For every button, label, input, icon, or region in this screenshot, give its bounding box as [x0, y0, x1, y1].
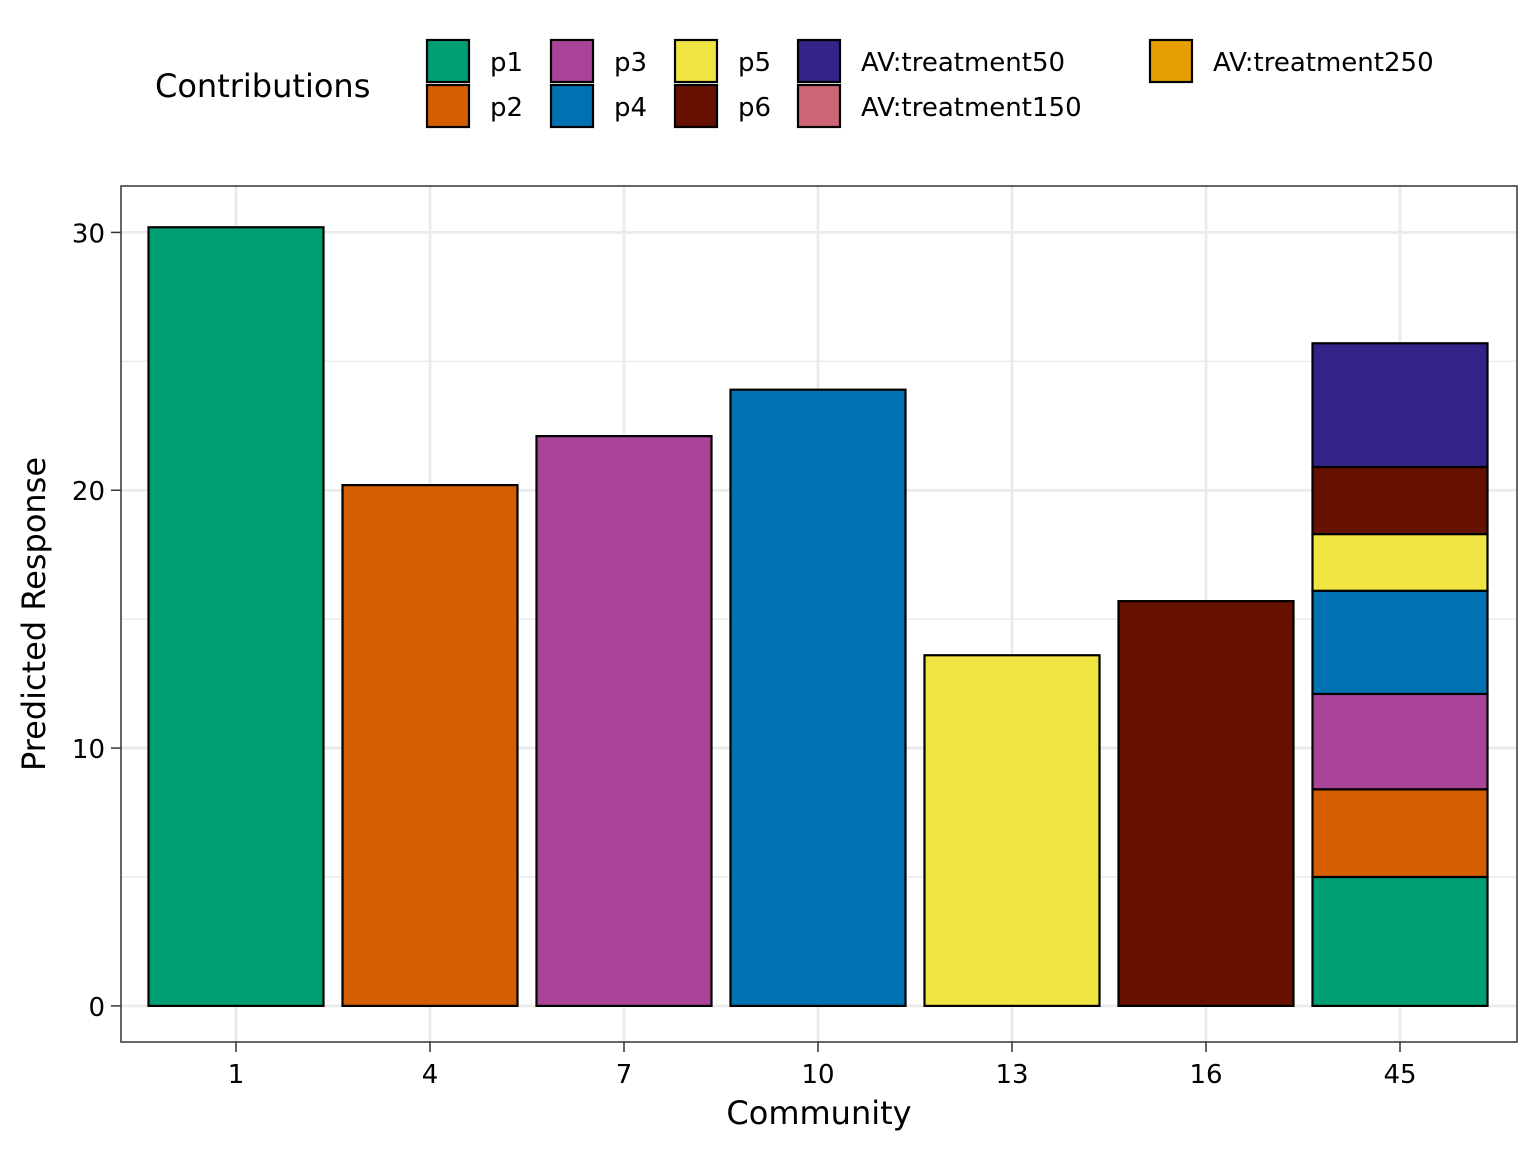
y-tick-label-0: 0: [88, 993, 105, 1023]
bar-16-p6: [1117, 600, 1295, 1008]
legend-key-p2: [425, 83, 471, 129]
legend-label-av-treatment250: AV:treatment250: [1213, 48, 1434, 78]
legend-key-p5: [673, 38, 719, 84]
bar-45-p3: [1311, 692, 1489, 791]
bar-7-p3: [535, 434, 713, 1008]
legend-label-p1: p1: [490, 48, 523, 78]
legend-label-p2: p2: [490, 93, 523, 123]
x-tick-label-5: 16: [1189, 1060, 1222, 1090]
bar-4-p2: [341, 483, 519, 1008]
legend-label-p5: p5: [738, 48, 771, 78]
x-axis: 1 4 7 10 13 16 45: [228, 1042, 1417, 1090]
bar-45-p6: [1311, 465, 1489, 536]
panel-border: [120, 185, 1518, 1043]
legend-key-av-treatment150: [796, 83, 842, 129]
legend-key-p3: [549, 38, 595, 84]
legend-key-p4: [549, 83, 595, 129]
x-axis-title: Community: [726, 1094, 911, 1132]
bar-45-av-treatment50: [1311, 342, 1489, 469]
legend: Contributions p1 p2 p3 p4 p5 p6 AV:treatment50…: [155, 38, 1434, 129]
legend-label-av-treatment150: AV:treatment150: [861, 93, 1082, 123]
x-tick-label-2: 7: [616, 1060, 633, 1090]
x-tick-label-4: 13: [995, 1060, 1028, 1090]
bar-45-p1: [1311, 875, 1489, 1008]
legend-key-p1: [425, 38, 471, 84]
bar-13-p5: [923, 654, 1101, 1008]
bars: [147, 226, 1489, 1008]
legend-label-p4: p4: [614, 93, 647, 123]
y-tick-label-1: 10: [72, 735, 105, 765]
bar-45-p5: [1311, 532, 1489, 592]
bar-10-p4: [729, 388, 907, 1008]
legend-key-av-treatment250: [1148, 38, 1194, 84]
legend-key-p6: [673, 83, 719, 129]
legend-key-av-treatment50: [796, 38, 842, 84]
bar-1-p1: [147, 226, 325, 1008]
y-axis-title: Predicted Response: [15, 457, 53, 771]
y-tick-label-3: 30: [72, 219, 105, 249]
legend-label-p3: p3: [614, 48, 647, 78]
bar-45-p4: [1311, 589, 1489, 696]
y-axis: 0 10 20 30: [72, 219, 121, 1023]
x-tick-label-1: 4: [422, 1060, 439, 1090]
bar-45-p2: [1311, 788, 1489, 879]
legend-title: Contributions: [155, 67, 370, 105]
plot-panel: [120, 185, 1518, 1043]
x-tick-label-0: 1: [228, 1060, 245, 1090]
y-tick-label-2: 20: [72, 477, 105, 507]
x-tick-label-3: 10: [801, 1060, 834, 1090]
x-tick-label-6: 45: [1383, 1060, 1416, 1090]
legend-label-av-treatment50: AV:treatment50: [861, 48, 1065, 78]
legend-label-p6: p6: [738, 93, 771, 123]
